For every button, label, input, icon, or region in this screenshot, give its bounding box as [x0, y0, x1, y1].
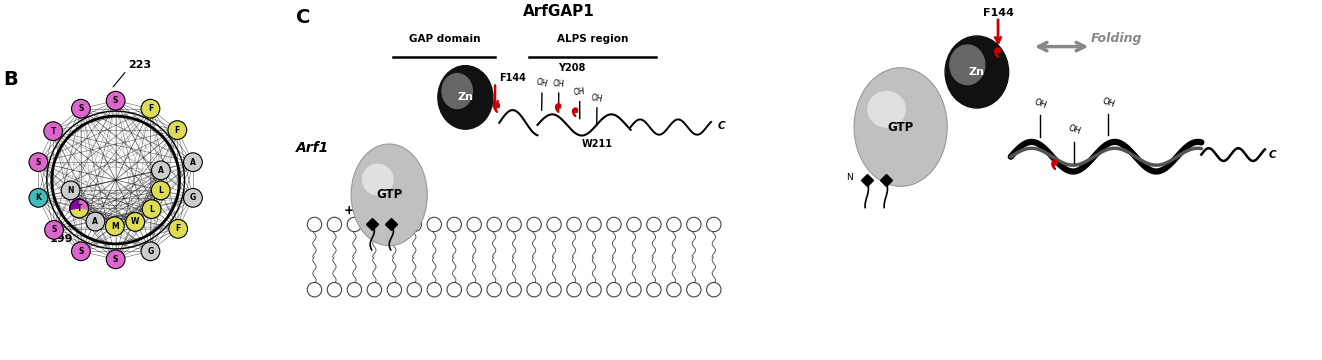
Text: G: G	[190, 193, 196, 202]
Text: Y208: Y208	[558, 63, 586, 73]
Circle shape	[141, 242, 160, 261]
Text: F: F	[176, 224, 181, 233]
Text: F: F	[175, 126, 180, 135]
Text: T: T	[77, 204, 82, 213]
Circle shape	[71, 99, 90, 118]
Text: OH: OH	[535, 77, 549, 89]
Text: OH: OH	[1032, 98, 1048, 111]
Text: L: L	[149, 204, 155, 213]
Polygon shape	[1052, 160, 1058, 170]
Ellipse shape	[442, 73, 472, 108]
Text: GTP: GTP	[375, 188, 402, 201]
Text: S: S	[36, 158, 41, 167]
Text: N: N	[846, 174, 853, 183]
Text: L: L	[159, 186, 163, 195]
Circle shape	[126, 212, 144, 231]
Wedge shape	[70, 199, 79, 210]
Text: F144: F144	[500, 73, 526, 84]
Text: Folding: Folding	[1091, 32, 1142, 45]
Circle shape	[44, 122, 62, 140]
Text: N: N	[67, 186, 74, 195]
Text: OH: OH	[553, 79, 564, 89]
Ellipse shape	[854, 68, 948, 186]
Circle shape	[29, 189, 48, 207]
Ellipse shape	[945, 36, 1009, 108]
Circle shape	[70, 199, 89, 218]
Text: S: S	[78, 247, 83, 256]
Text: A: A	[159, 166, 164, 175]
Text: B: B	[4, 70, 19, 89]
Text: Zn: Zn	[457, 93, 473, 102]
Circle shape	[169, 220, 188, 238]
Polygon shape	[572, 108, 578, 117]
Ellipse shape	[951, 45, 985, 85]
Text: ArfGAP1: ArfGAP1	[522, 4, 595, 19]
Ellipse shape	[869, 91, 906, 127]
Ellipse shape	[352, 144, 427, 246]
Text: Arf1: Arf1	[296, 141, 329, 155]
Circle shape	[61, 181, 79, 200]
Circle shape	[106, 250, 126, 269]
Text: S: S	[52, 225, 57, 234]
Circle shape	[143, 200, 161, 219]
Circle shape	[45, 221, 63, 239]
Text: Zn: Zn	[969, 67, 985, 77]
Text: ALPS region: ALPS region	[557, 34, 628, 44]
Text: C: C	[1269, 150, 1277, 159]
Text: K: K	[36, 193, 41, 202]
Text: +: +	[361, 204, 371, 217]
Wedge shape	[70, 208, 89, 218]
Text: M: M	[111, 222, 119, 231]
Circle shape	[29, 153, 48, 171]
Circle shape	[86, 212, 104, 231]
Text: F: F	[148, 104, 153, 113]
Polygon shape	[494, 103, 500, 112]
Circle shape	[152, 181, 171, 200]
Text: S: S	[112, 255, 119, 264]
Text: 199: 199	[49, 234, 73, 244]
Text: S: S	[78, 104, 83, 113]
Ellipse shape	[362, 164, 393, 195]
Text: A: A	[190, 158, 196, 167]
Text: GAP domain: GAP domain	[408, 34, 480, 44]
Text: S: S	[112, 96, 119, 105]
Text: GTP: GTP	[887, 121, 914, 134]
Circle shape	[106, 91, 126, 110]
Text: OH: OH	[574, 87, 586, 98]
Text: OH: OH	[1100, 96, 1116, 109]
Text: +: +	[344, 204, 354, 217]
Polygon shape	[555, 104, 561, 112]
Text: A: A	[93, 217, 98, 226]
Circle shape	[106, 217, 124, 236]
Text: G: G	[147, 247, 153, 256]
Polygon shape	[994, 48, 1001, 57]
Circle shape	[71, 242, 90, 261]
Circle shape	[184, 153, 202, 171]
Circle shape	[168, 121, 186, 139]
Text: OH: OH	[1067, 124, 1081, 137]
Text: F144: F144	[982, 9, 1014, 18]
Text: OH: OH	[591, 93, 603, 104]
Circle shape	[152, 161, 171, 180]
Text: C: C	[296, 9, 311, 27]
Text: C: C	[718, 121, 724, 131]
Text: W: W	[131, 217, 139, 226]
Circle shape	[141, 99, 160, 118]
Text: W211: W211	[582, 139, 612, 149]
Circle shape	[184, 189, 202, 207]
Text: 223: 223	[128, 60, 152, 70]
Ellipse shape	[438, 66, 493, 129]
Text: T: T	[50, 127, 56, 136]
